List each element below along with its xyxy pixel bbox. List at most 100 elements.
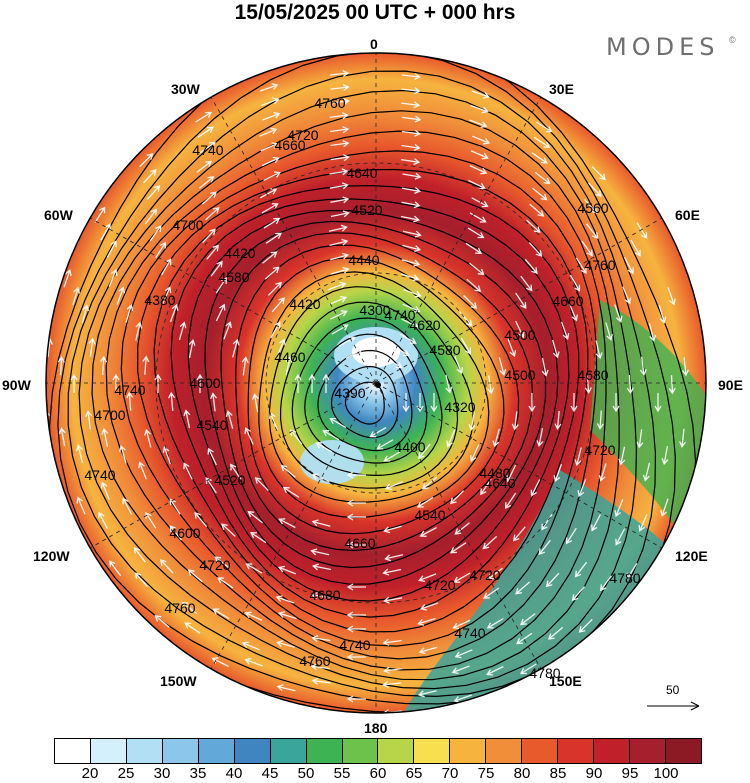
contour-value-label: 4740: [454, 625, 485, 641]
wind-arrow: [569, 274, 581, 292]
height-contour-line: [204, 220, 547, 585]
wind-arrow: [85, 410, 93, 430]
wind-arrow: [453, 572, 471, 583]
wind-arrow: [384, 481, 403, 491]
contour-value-label: 4580: [429, 342, 460, 358]
wind-arrow: [197, 126, 214, 138]
wind-arrow: [469, 119, 488, 129]
wind-arrow: [454, 522, 470, 535]
wind-arrow: [369, 427, 387, 438]
wind-arrow: [376, 439, 394, 450]
wind-arrow: [383, 451, 401, 462]
wind-arrow: [196, 373, 204, 393]
graticule: [46, 53, 706, 713]
colorbar-cell: [197, 739, 234, 763]
wind-arrow: [419, 602, 439, 611]
wind-arrow: [330, 266, 350, 275]
wind-arrow: [418, 573, 437, 583]
wind-arrow: [260, 142, 279, 152]
contour-value-label: 4300: [359, 302, 390, 318]
wind-arrow: [205, 476, 217, 494]
contour-value-label: 4500: [504, 367, 535, 383]
wind-arrow: [195, 111, 213, 123]
wind-arrow: [81, 304, 90, 324]
lon-label-0: 0: [370, 36, 378, 52]
colorbar-tick-label: 90: [585, 765, 603, 782]
wind-speed-colorbar: [54, 738, 702, 764]
wind-arrow: [329, 238, 349, 247]
wind-arrow: [528, 242, 543, 257]
wind-arrow: [100, 481, 110, 500]
wind-arrow: [516, 632, 533, 645]
polar-map: 4760 4720 4740 4660 4640 4560 4700 4520 4440 4580…: [45, 52, 707, 714]
wind-arrow: [70, 373, 78, 393]
wind-arrow: [144, 428, 152, 448]
wind-arrow: [311, 563, 332, 571]
wind-arrow: [329, 112, 349, 120]
wind-arrow: [315, 442, 333, 453]
wind-arrow: [263, 171, 281, 181]
colorbar-cell: [55, 739, 90, 763]
wind-arrow: [622, 286, 632, 305]
colorbar-tick-labels: 20 25 30 35 40 45 50 55 60 65 70 75 80 85 90 95 100: [0, 765, 750, 783]
contour-value-label: 4600: [169, 525, 200, 541]
contour-value-label: 4660: [344, 535, 375, 551]
wind-arrow: [459, 311, 473, 327]
wind-arrow: [446, 429, 456, 448]
wind-arrow: [330, 310, 348, 320]
colorbar-cell: [125, 739, 162, 763]
wind-arrow: [109, 560, 122, 577]
wind-arrow: [330, 210, 350, 218]
wind-arrow: [401, 87, 421, 95]
wind-arrow: [277, 611, 297, 620]
wind-arrow: [648, 322, 657, 342]
wind-arrow: [419, 527, 437, 537]
wind-arrow: [382, 680, 402, 688]
contour-value-label: 4420: [289, 296, 320, 312]
wind-arrow: [210, 260, 223, 277]
colorbar-tick-label: 85: [549, 765, 567, 782]
wind-arrow: [276, 640, 295, 648]
colorbar-cell: [449, 739, 486, 763]
wind-arrow: [169, 303, 179, 323]
wind-arrow: [515, 581, 531, 595]
wind-arrow: [400, 273, 420, 282]
wind-arrow: [383, 596, 403, 604]
wind-arrow: [624, 256, 634, 275]
wind-arrow: [254, 477, 269, 492]
wind-arrow: [547, 626, 564, 640]
wind-arrow: [139, 153, 154, 168]
wind-arrow: [471, 197, 489, 208]
wind-arrow: [245, 563, 263, 574]
contour-value-label: 4720: [469, 567, 500, 583]
colorbar-tick-label: 20: [81, 765, 99, 782]
wind-arrow: [196, 160, 212, 173]
wind-arrow: [454, 356, 464, 375]
wind-arrow: [116, 286, 126, 305]
wind-arrow: [126, 391, 134, 411]
contour-value-label: 4540: [196, 417, 227, 433]
contour-value-label: 4640: [346, 165, 377, 181]
colorbar-tick-label: 40: [225, 765, 243, 782]
wind-arrow: [280, 464, 296, 478]
wind-arrow: [529, 203, 545, 217]
wind-arrow: [515, 320, 525, 339]
wind-arrow: [658, 305, 667, 324]
contour-value-label: 4760: [314, 95, 345, 111]
wind-arrow: [584, 198, 598, 214]
wind-arrow: [155, 241, 167, 259]
wind-arrow: [487, 567, 503, 580]
contour-value-label: 4320: [444, 399, 475, 415]
wind-arrow: [591, 166, 606, 181]
registered-mark: ©: [729, 35, 736, 45]
wind-arrow: [178, 321, 187, 341]
wind-arrow: [241, 641, 260, 651]
wind-arrow: [614, 499, 624, 518]
wind-arrow: [530, 479, 541, 497]
wind-arrow: [328, 281, 347, 291]
wind-arrow: [574, 561, 588, 578]
wind-arrow: [346, 695, 366, 703]
meridian-line: [375, 217, 662, 384]
wind-arrow: [402, 115, 422, 123]
wind-arrow: [275, 595, 295, 604]
